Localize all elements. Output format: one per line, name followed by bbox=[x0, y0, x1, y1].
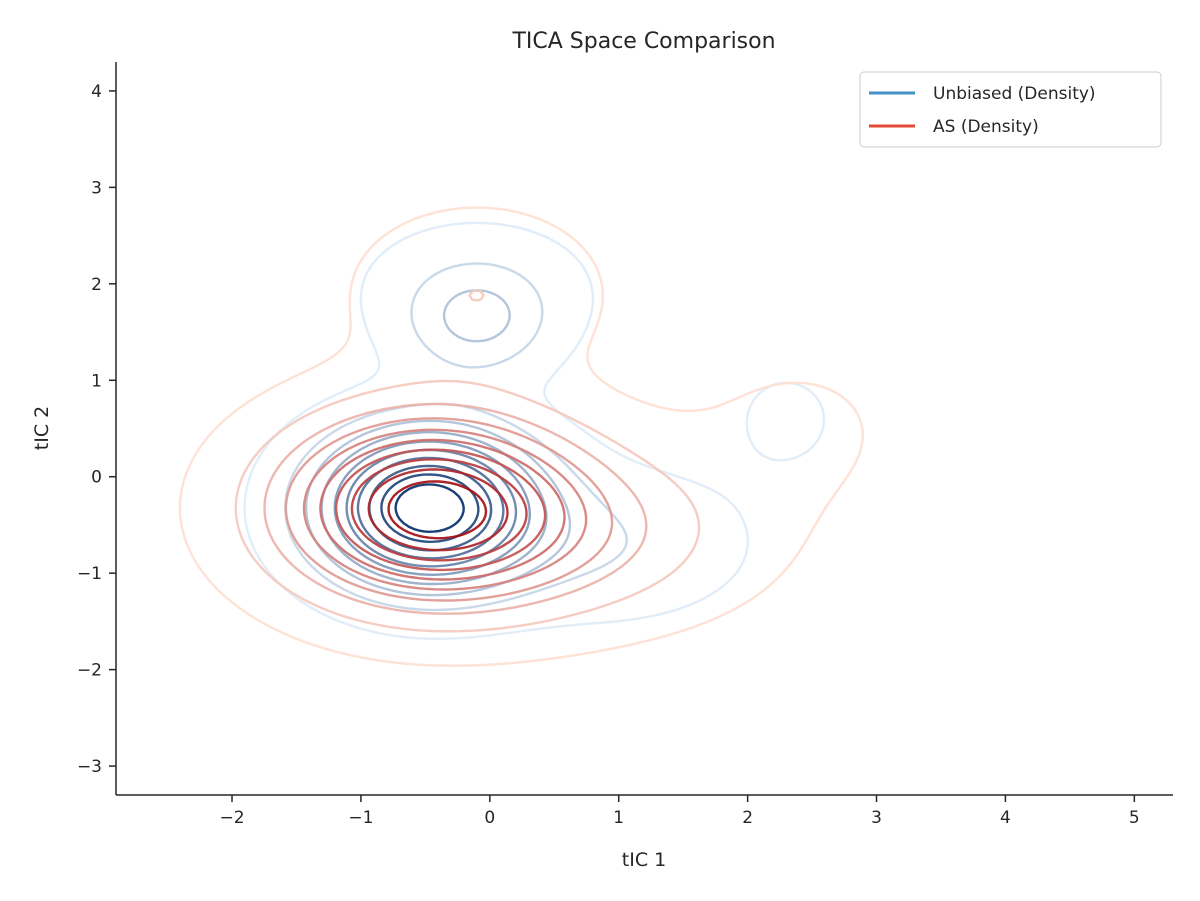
contour-level-as bbox=[284, 417, 614, 602]
legend-label-unbiased: Unbiased (Density) bbox=[933, 84, 1096, 104]
legend: Unbiased (Density) AS (Density) bbox=[859, 71, 1162, 148]
contour-level-as bbox=[334, 448, 547, 572]
legend-label-as: AS (Density) bbox=[933, 117, 1039, 137]
y-tick-label: 4 bbox=[91, 82, 102, 102]
y-tick-label: 3 bbox=[91, 178, 102, 198]
x-tick-label: 2 bbox=[742, 808, 753, 828]
x-tick-label: 4 bbox=[1000, 808, 1011, 828]
contour-level-as bbox=[367, 468, 509, 552]
contour-level-unbiased bbox=[284, 262, 628, 612]
x-tick-label: −1 bbox=[348, 808, 373, 828]
x-tick-label: 3 bbox=[871, 808, 882, 828]
contour-level-unbiased bbox=[333, 440, 531, 576]
contour-level-as bbox=[350, 458, 528, 562]
contour-layer bbox=[178, 206, 864, 667]
contour-level-unbiased bbox=[243, 221, 826, 640]
contour-level-as bbox=[302, 428, 588, 591]
legend-frame bbox=[859, 71, 1162, 148]
x-tick-label: 1 bbox=[613, 808, 624, 828]
contour-level-unbiased bbox=[320, 431, 548, 586]
y-tick-label: −2 bbox=[77, 661, 102, 681]
contour-level-as bbox=[234, 289, 701, 633]
contour-level-as bbox=[387, 480, 488, 540]
x-tick-label: 5 bbox=[1129, 808, 1140, 828]
y-tick-label: −3 bbox=[77, 757, 102, 777]
y-axis-label: tIC 2 bbox=[31, 406, 53, 450]
x-tick-label: 0 bbox=[484, 808, 495, 828]
contour-level-as bbox=[178, 206, 864, 667]
y-tick-label: −1 bbox=[77, 564, 102, 584]
chart-title: TICA Space Comparison bbox=[511, 29, 775, 54]
x-tick-label: −2 bbox=[219, 808, 244, 828]
contour-level-as bbox=[319, 438, 566, 581]
contour-level-unbiased bbox=[345, 448, 518, 568]
x-axis-label: tIC 1 bbox=[622, 849, 666, 871]
axes: −2 −1 0 1 2 3 4 5 −3 −2 −1 0 1 2 3 4 bbox=[77, 62, 1173, 828]
y-tick-label: 1 bbox=[91, 371, 102, 391]
contour-level-as bbox=[263, 402, 648, 615]
y-tick-label: 0 bbox=[91, 468, 102, 488]
contour-level-unbiased bbox=[394, 483, 465, 533]
y-tick-label: 2 bbox=[91, 275, 102, 295]
